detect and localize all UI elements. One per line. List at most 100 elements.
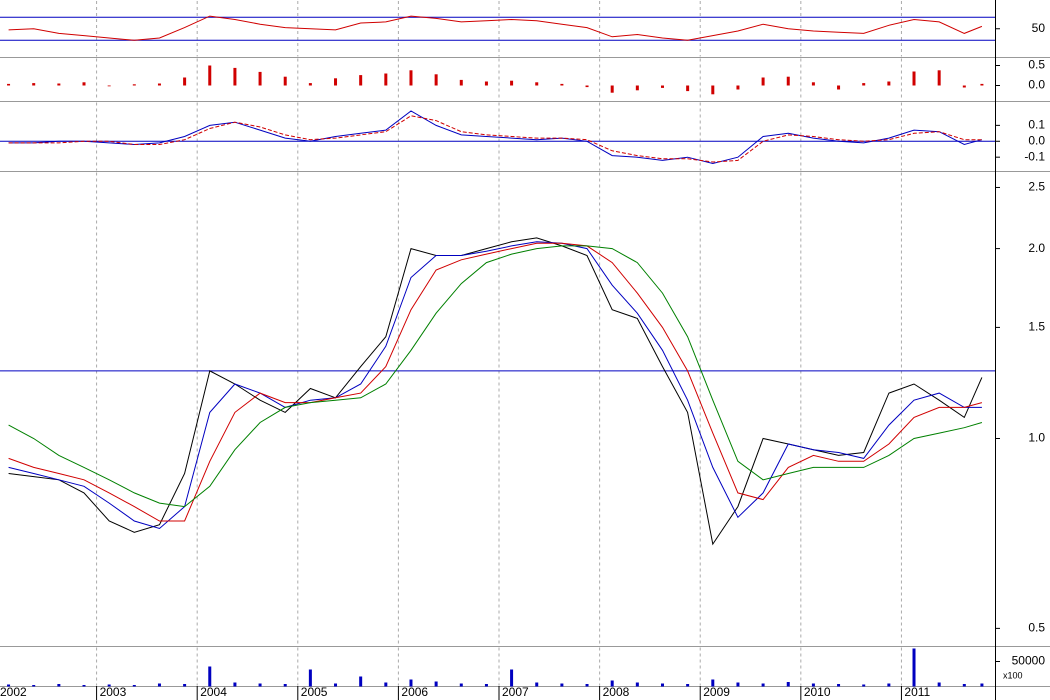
bar xyxy=(157,683,161,687)
y-tick-label: 2.5 xyxy=(1028,180,1045,194)
bar xyxy=(711,85,715,95)
bar xyxy=(711,679,715,687)
x-tick-label: 2002 xyxy=(0,685,27,699)
y-tick-label: -0.1 xyxy=(1024,149,1045,163)
bar xyxy=(384,73,388,86)
x-tick-label: 2011 xyxy=(904,685,930,699)
bar xyxy=(610,85,614,93)
bar xyxy=(761,77,765,86)
y-tick-label: 1.5 xyxy=(1028,320,1045,334)
bar xyxy=(510,669,514,687)
bar xyxy=(258,683,262,687)
bar xyxy=(786,76,790,86)
bar xyxy=(560,83,564,86)
series-line xyxy=(8,15,983,41)
panel: 2.5 2.0 1.5 1.0 0.5 xyxy=(0,172,1045,646)
bar xyxy=(912,71,916,86)
bar xyxy=(585,85,589,88)
bar xyxy=(660,85,664,88)
bar xyxy=(761,683,765,687)
bar xyxy=(82,82,86,86)
bar xyxy=(837,684,841,687)
y-tick-label: 0.1 xyxy=(1028,118,1045,132)
y-tick-label: 50000 xyxy=(1012,654,1046,668)
x-tick-label: 2009 xyxy=(703,685,730,699)
bar xyxy=(308,83,312,86)
bar xyxy=(7,684,11,687)
y-tick-label: 50 xyxy=(1032,21,1046,35)
bar xyxy=(862,684,866,687)
bar xyxy=(132,685,136,687)
bar xyxy=(660,683,664,687)
bar xyxy=(409,679,413,687)
bar xyxy=(283,684,287,687)
x-tick-label: 2010 xyxy=(804,685,831,699)
y-tick-label: 1.0 xyxy=(1028,431,1045,445)
x-tick-label: 2008 xyxy=(603,685,630,699)
bar xyxy=(610,680,614,687)
bar xyxy=(82,685,86,687)
x-tick-label: 2003 xyxy=(100,685,127,699)
bar xyxy=(535,682,539,687)
x-tick-label: 2005 xyxy=(301,685,328,699)
bar xyxy=(183,77,187,86)
bar xyxy=(736,85,740,90)
panel: 0.10.0 -0.1 xyxy=(0,102,1045,171)
bar xyxy=(980,83,984,86)
bar xyxy=(434,681,438,687)
bar xyxy=(434,74,438,86)
bar xyxy=(208,65,212,86)
bar xyxy=(736,682,740,687)
bar xyxy=(635,682,639,687)
bar xyxy=(484,684,488,687)
series-line xyxy=(8,242,983,522)
y-tick-label: 0.5 xyxy=(1028,58,1045,72)
bar xyxy=(837,85,841,90)
bar xyxy=(862,83,866,86)
bar xyxy=(32,83,36,86)
bar xyxy=(384,682,388,687)
panel: 0.50.0 xyxy=(7,58,1045,101)
bar xyxy=(962,85,966,88)
series-line xyxy=(8,237,983,546)
bar xyxy=(107,85,111,87)
bar xyxy=(107,684,111,687)
bar xyxy=(912,648,916,687)
bar xyxy=(585,684,589,687)
bar xyxy=(258,71,262,86)
unit-label: x100 xyxy=(1003,670,1023,680)
bar xyxy=(510,80,514,86)
bar xyxy=(57,83,61,86)
bar xyxy=(233,67,237,86)
bar xyxy=(535,82,539,86)
bar xyxy=(560,683,564,687)
panel: 50 xyxy=(0,1,1045,57)
bar xyxy=(7,83,11,86)
bar xyxy=(359,676,363,687)
x-tick-label: 2004 xyxy=(200,685,227,699)
bar xyxy=(57,684,61,687)
bar xyxy=(32,685,36,687)
bar xyxy=(283,76,287,86)
bar xyxy=(811,683,815,687)
series-line xyxy=(8,115,982,163)
bar xyxy=(980,683,984,687)
bar xyxy=(786,682,790,687)
y-tick-label: 2.0 xyxy=(1028,241,1045,255)
bar xyxy=(233,682,237,687)
bar xyxy=(937,682,941,687)
bar xyxy=(635,85,639,91)
panel: 50000 x100 2002 2003 2004 2005 2006 2007 2008 200… xyxy=(0,647,1046,700)
bar xyxy=(208,666,212,687)
bar xyxy=(937,70,941,86)
bar xyxy=(334,78,338,86)
x-tick-label: 2007 xyxy=(502,685,529,699)
bar xyxy=(334,683,338,687)
bar xyxy=(409,70,413,86)
series-line xyxy=(8,245,983,508)
bar xyxy=(157,83,161,86)
bar xyxy=(484,81,488,86)
bar xyxy=(887,683,891,687)
